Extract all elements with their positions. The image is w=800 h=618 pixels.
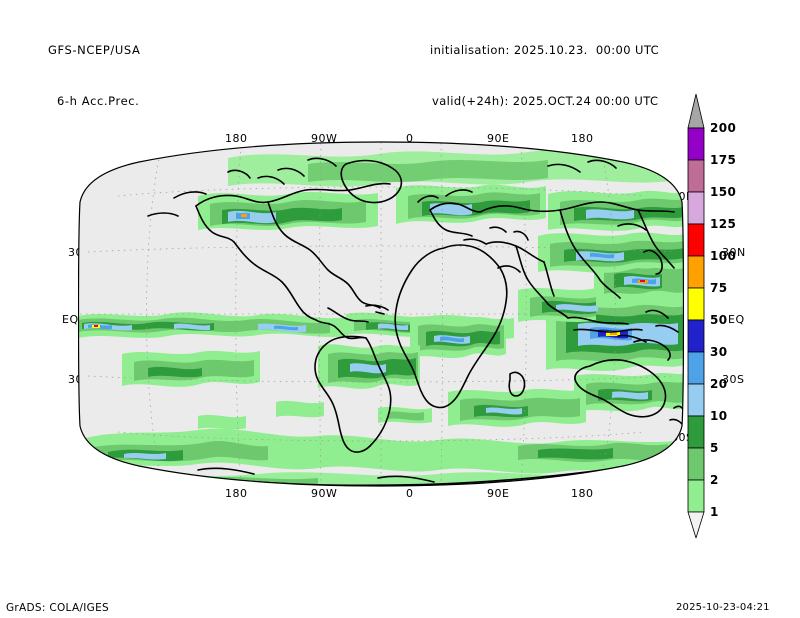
lat-label-right-30s: 30S	[722, 373, 745, 386]
initialisation-time: initialisation: 2025.10.23. 00:00 UTC	[430, 43, 660, 57]
colorbar-label-10: 10	[710, 409, 728, 423]
field-title: 6-h Acc.Prec.	[57, 94, 140, 108]
colorbar-label-1: 1	[710, 505, 719, 519]
colorbar-label-50: 50	[710, 313, 728, 327]
colorbar-label-150: 150	[710, 185, 737, 199]
colorbar-label-5: 5	[710, 441, 719, 455]
colorbar-band-175-200	[687, 127, 705, 161]
colorbar-band-30-50	[687, 319, 705, 353]
lon-label-bottom-90w: 90W	[311, 487, 338, 500]
colorbar-band-20-30	[687, 351, 705, 385]
lon-label-bottom-0: 0	[406, 487, 414, 500]
render-timestamp: 2025-10-23-04:21	[676, 602, 770, 613]
colorbar-band-50-75	[687, 287, 705, 321]
colorbar-band-2-5	[687, 447, 705, 481]
colorbar-band-10-20	[687, 383, 705, 417]
colorbar-label-175: 175	[710, 153, 737, 167]
header-right-times: initialisation: 2025.10.23. 00:00 UTC va…	[430, 8, 659, 127]
colorbar-band-over-200	[687, 94, 705, 129]
precipitation-world-map[interactable]	[78, 140, 684, 488]
precipitation-colorbar[interactable]: 200 175 150 125 100 75 50 30 20 10 5 2 1	[686, 94, 736, 538]
colorbar-band-5-10	[687, 415, 705, 449]
lat-label-right-30n: 30N	[722, 246, 746, 259]
colorbar-label-2: 2	[710, 473, 719, 487]
grads-credit: GrADS: COLA/IGES	[6, 602, 110, 614]
model-title: GFS-NCEP/USA	[48, 43, 141, 57]
colorbar-label-125: 125	[710, 217, 737, 231]
colorbar-label-75: 75	[710, 281, 728, 295]
colorbar-label-200: 200	[710, 121, 737, 135]
colorbar-band-1-2	[687, 479, 705, 513]
valid-time: valid(+24h): 2025.OCT.24 00:00 UTC	[432, 94, 659, 108]
colorbar-band-75-100	[687, 255, 705, 289]
colorbar-label-100: 100	[710, 249, 737, 263]
lon-label-bottom-180w: 180	[225, 487, 248, 500]
lon-label-top-180w: 180	[225, 132, 248, 145]
colorbar-band-125-150	[687, 191, 705, 225]
colorbar-label-20: 20	[710, 377, 728, 391]
colorbar-band-150-175	[687, 159, 705, 193]
colorbar-band-100-125	[687, 223, 705, 257]
lon-label-top-90w: 90W	[311, 132, 338, 145]
lat-label-left-eq: EQ	[62, 313, 79, 326]
precip-field	[78, 149, 684, 486]
colorbar-label-30: 30	[710, 345, 728, 359]
map-canvas	[78, 142, 684, 486]
header-left-titles: GFS-NCEP/USA 6-h Acc.Prec.	[48, 8, 140, 127]
lon-label-top-90e: 90E	[487, 132, 510, 145]
lon-label-bottom-180e: 180	[571, 487, 594, 500]
lat-label-right-eq: EQ	[728, 313, 745, 326]
lon-label-top-0: 0	[406, 132, 414, 145]
map-outline	[78, 141, 684, 487]
colorbar-band-under-1	[687, 511, 705, 538]
lon-label-bottom-90e: 90E	[487, 487, 510, 500]
lon-label-top-180e: 180	[571, 132, 594, 145]
